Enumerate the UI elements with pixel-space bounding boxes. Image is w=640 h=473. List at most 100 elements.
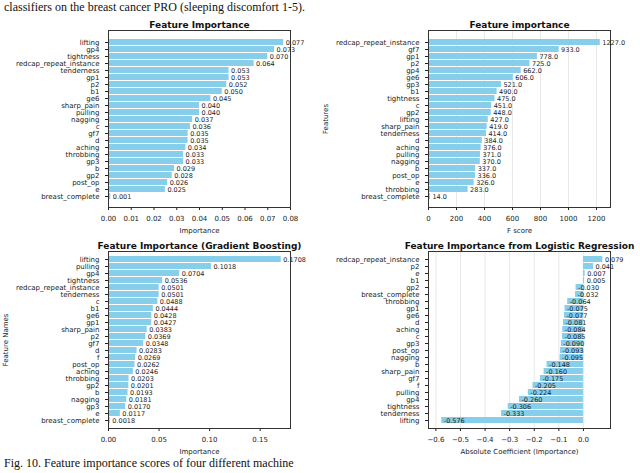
svg-text:gp1: gp1 <box>86 73 100 82</box>
svg-text:gp4: gp4 <box>86 45 100 54</box>
svg-text:0.03: 0.03 <box>169 215 185 223</box>
svg-text:lifting: lifting <box>400 417 420 425</box>
svg-text:0.035: 0.035 <box>190 129 209 138</box>
svg-text:breast_complete: breast_complete <box>41 193 99 201</box>
svg-text:0.052: 0.052 <box>228 80 248 89</box>
svg-text:Features: Features <box>322 104 330 134</box>
svg-text:redcap_repeat_instance: redcap_repeat_instance <box>16 59 100 68</box>
svg-text:0.064: 0.064 <box>256 60 275 68</box>
svg-text:aching: aching <box>76 143 100 152</box>
svg-text:0.10: 0.10 <box>202 436 218 444</box>
svg-text:1200: 1200 <box>588 215 606 223</box>
svg-text:1000: 1000 <box>560 215 578 223</box>
svg-text:0.0: 0.0 <box>578 436 589 444</box>
svg-text:−0.5: −0.5 <box>452 436 469 444</box>
svg-text:0.08: 0.08 <box>283 215 299 223</box>
svg-text:0.033: 0.033 <box>185 150 205 159</box>
svg-text:0.073: 0.073 <box>276 45 296 54</box>
svg-text:600: 600 <box>506 215 519 223</box>
svg-text:redcap_repeat_instance: redcap_repeat_instance <box>336 256 420 264</box>
svg-text:1227.0: 1227.0 <box>602 39 625 47</box>
svg-text:gf7: gf7 <box>408 45 420 54</box>
svg-text:Feature Importance (Gradient B: Feature Importance (Gradient Boosting) <box>98 241 302 251</box>
svg-text:tenderness: tenderness <box>60 66 100 75</box>
svg-text:sharp_pain: sharp_pain <box>61 101 100 110</box>
svg-text:0.00: 0.00 <box>101 436 117 444</box>
svg-text:0.05: 0.05 <box>151 436 167 444</box>
svg-text:0.02: 0.02 <box>146 215 162 223</box>
svg-text:-0.333: -0.333 <box>504 410 525 418</box>
svg-text:14.0: 14.0 <box>432 193 446 201</box>
svg-text:0.070: 0.070 <box>269 52 289 61</box>
svg-text:0.028: 0.028 <box>174 171 193 180</box>
svg-text:Feature Names: Feature Names <box>2 313 10 366</box>
svg-text:800: 800 <box>534 215 547 223</box>
svg-text:gp2: gp2 <box>86 171 100 180</box>
svg-text:200: 200 <box>450 215 463 223</box>
svg-text:p2: p2 <box>410 59 420 68</box>
svg-text:0.050: 0.050 <box>224 87 243 96</box>
svg-text:breast_complete: breast_complete <box>41 417 99 425</box>
svg-text:0.035: 0.035 <box>190 136 209 145</box>
svg-text:Feature Importance from Logist: Feature Importance from Logistic Regress… <box>405 241 635 251</box>
svg-text:0.026: 0.026 <box>169 178 189 187</box>
svg-text:0.0018: 0.0018 <box>112 417 135 425</box>
svg-text:gf7: gf7 <box>88 129 100 138</box>
svg-text:0.045: 0.045 <box>212 94 232 103</box>
svg-text:0.1708: 0.1708 <box>283 256 306 264</box>
svg-text:0.05: 0.05 <box>214 215 230 223</box>
svg-text:0.053: 0.053 <box>231 66 250 75</box>
svg-text:0.036: 0.036 <box>192 122 211 131</box>
svg-text:0.025: 0.025 <box>167 186 186 194</box>
svg-text:0.040: 0.040 <box>201 108 221 117</box>
svg-text:Feature Importance: Feature Importance <box>149 20 249 30</box>
svg-text:0.040: 0.040 <box>201 101 221 110</box>
svg-text:Importance: Importance <box>179 227 219 235</box>
svg-text:0.034: 0.034 <box>187 143 207 152</box>
svg-text:Absolute Coefficient (Importan: Absolute Coefficient (Importance) <box>460 448 578 456</box>
svg-text:tightness: tightness <box>67 52 100 61</box>
svg-text:0.033: 0.033 <box>185 157 205 166</box>
svg-text:gp1: gp1 <box>406 52 420 61</box>
svg-text:−0.6: −0.6 <box>427 436 445 444</box>
svg-text:0.15: 0.15 <box>252 436 268 444</box>
svg-text:0.1018: 0.1018 <box>213 263 236 271</box>
svg-text:−0.4: −0.4 <box>477 436 495 444</box>
svg-text:throbbing: throbbing <box>65 150 100 159</box>
svg-text:−0.1: −0.1 <box>550 436 567 444</box>
svg-text:breast_complete: breast_complete <box>361 193 419 201</box>
svg-text:p2: p2 <box>90 80 100 89</box>
svg-text:pulling: pulling <box>75 108 100 117</box>
svg-text:0.029: 0.029 <box>176 164 196 173</box>
svg-text:0.053: 0.053 <box>231 73 250 82</box>
svg-text:ge6: ge6 <box>86 94 100 103</box>
svg-text:283.0: 283.0 <box>470 186 489 194</box>
svg-text:933.0: 933.0 <box>561 46 580 54</box>
svg-text:b1: b1 <box>90 87 100 96</box>
svg-text:0.01: 0.01 <box>123 215 139 223</box>
svg-text:0: 0 <box>426 215 430 223</box>
svg-text:tenderness: tenderness <box>60 291 99 299</box>
svg-text:−0.3: −0.3 <box>501 436 518 444</box>
svg-text:0.037: 0.037 <box>194 115 214 124</box>
svg-text:−0.2: −0.2 <box>526 436 543 444</box>
svg-text:gp3: gp3 <box>86 157 100 166</box>
svg-text:-0.576: -0.576 <box>444 417 465 425</box>
svg-text:nagging: nagging <box>71 115 100 124</box>
svg-text:0.077: 0.077 <box>285 38 305 47</box>
svg-text:0.04: 0.04 <box>192 215 208 223</box>
svg-text:post_op: post_op <box>72 178 100 187</box>
svg-text:0.07: 0.07 <box>260 215 276 223</box>
html-text:classifiers on the breast canc: classifiers on the breast cancer PRO (sl… <box>4 0 305 14</box>
svg-text:0.00: 0.00 <box>101 215 117 223</box>
svg-text:redcap_repeat_instance: redcap_repeat_instance <box>336 39 420 47</box>
svg-text:F score: F score <box>507 227 532 235</box>
html-text:Fig. 10. Feature importance sc: Fig. 10. Feature importance scores of fo… <box>4 456 294 470</box>
svg-text:400: 400 <box>478 215 491 223</box>
svg-text:Feature importance: Feature importance <box>469 20 569 30</box>
svg-text:lifting: lifting <box>79 38 100 47</box>
svg-text:0.001: 0.001 <box>113 193 132 201</box>
svg-text:0.06: 0.06 <box>237 215 253 223</box>
svg-text:Importance: Importance <box>179 448 219 456</box>
svg-text:tenderness: tenderness <box>380 130 419 138</box>
